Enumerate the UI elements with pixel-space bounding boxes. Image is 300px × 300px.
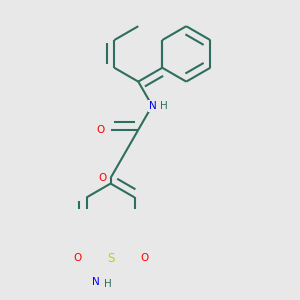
Text: N: N	[149, 101, 157, 111]
Text: S: S	[107, 252, 114, 265]
Text: H: H	[103, 278, 111, 289]
Text: O: O	[140, 253, 148, 263]
Text: O: O	[98, 173, 106, 183]
Text: O: O	[97, 125, 105, 135]
Text: O: O	[73, 253, 81, 263]
Text: N: N	[92, 278, 100, 287]
Text: H: H	[160, 101, 168, 111]
